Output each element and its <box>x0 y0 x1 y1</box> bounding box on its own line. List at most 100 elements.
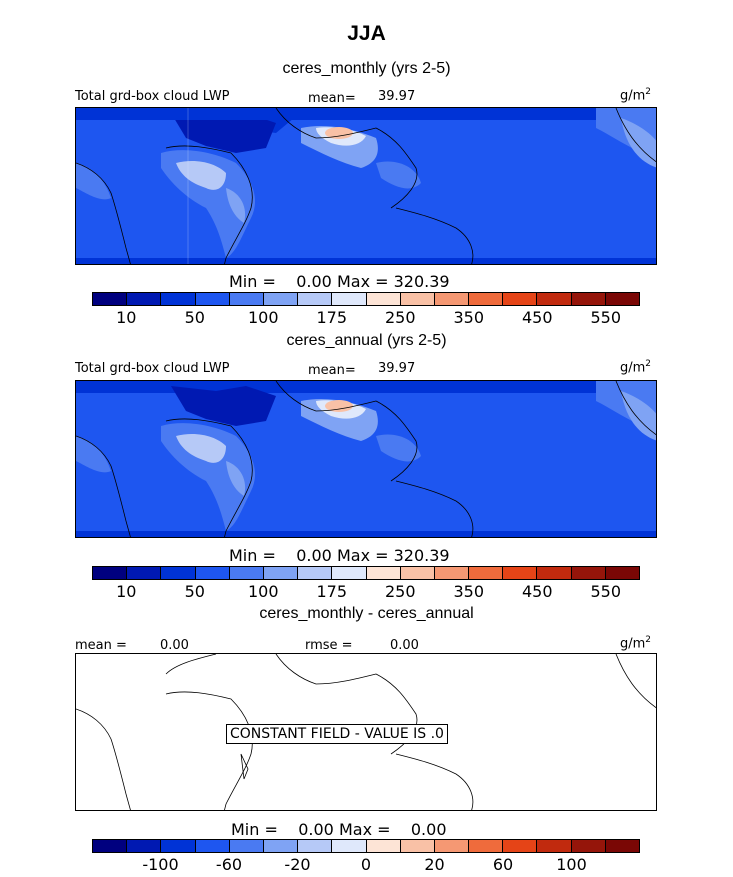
colorbar-swatch <box>298 293 333 305</box>
panel3-title: ceres_monthly - ceres_annual <box>259 605 474 622</box>
panel2-title: ceres_annual (yrs 2-5) <box>286 332 447 349</box>
colorbar-swatch <box>93 293 128 305</box>
panel2-map-svg <box>76 381 656 537</box>
panel1-minmax: Min = 0.00 Max = 320.39 <box>229 272 450 291</box>
panel2-colorbar <box>92 566 640 580</box>
colorbar-swatch <box>298 840 333 852</box>
colorbar-swatch <box>127 567 162 579</box>
colorbar-swatch <box>229 840 264 852</box>
colorbar-tick-label: 350 <box>453 582 485 601</box>
colorbar-swatch <box>400 293 435 305</box>
panel1-colorbar <box>92 292 640 306</box>
colorbar-swatch <box>469 567 504 579</box>
figure-title: JJA <box>347 22 386 45</box>
colorbar-swatch <box>537 840 572 852</box>
colorbar-swatch <box>366 840 401 852</box>
panel2-minmax: Min = 0.00 Max = 320.39 <box>229 546 450 565</box>
colorbar-swatch <box>503 567 538 579</box>
colorbar-swatch <box>195 567 230 579</box>
colorbar-tick-label: 350 <box>453 308 485 327</box>
panel1-units: g/m2 <box>620 87 652 104</box>
panel1-colorbar-ticks: 10 50 100 175 250 350 450 550 <box>92 308 640 327</box>
colorbar-swatch <box>332 840 367 852</box>
colorbar-swatch <box>366 293 401 305</box>
colorbar-swatch <box>161 567 196 579</box>
panel3-mean-label: mean = <box>75 638 127 653</box>
colorbar-tick-label: 50 <box>184 308 205 327</box>
panel1-title: ceres_monthly (yrs 2-5) <box>282 60 451 77</box>
colorbar-swatch <box>605 293 639 305</box>
colorbar-tick-label: 100 <box>247 582 279 601</box>
colorbar-tick-label: 550 <box>590 582 622 601</box>
colorbar-swatch <box>93 840 128 852</box>
colorbar-swatch <box>263 840 299 852</box>
colorbar-swatch <box>93 567 128 579</box>
colorbar-swatch <box>195 840 230 852</box>
colorbar-swatch <box>161 840 196 852</box>
panel2-mean-value: 39.97 <box>378 361 416 376</box>
colorbar-swatch <box>366 567 401 579</box>
colorbar-tick-label: 250 <box>384 582 416 601</box>
colorbar-tick-label: 250 <box>384 308 416 327</box>
colorbar-tick-label: 450 <box>521 308 553 327</box>
colorbar-tick-label: 0 <box>360 855 372 874</box>
colorbar-swatch <box>537 567 572 579</box>
colorbar-swatch <box>161 293 196 305</box>
colorbar-tick-label: 550 <box>590 308 622 327</box>
constant-field-label: CONSTANT FIELD - VALUE IS .0 <box>226 724 448 744</box>
colorbar-swatch <box>537 293 572 305</box>
colorbar-tick-label: 175 <box>316 308 348 327</box>
colorbar-swatch <box>434 840 470 852</box>
colorbar-tick-label: 450 <box>521 582 553 601</box>
colorbar-swatch <box>332 293 367 305</box>
colorbar-tick-label: -100 <box>142 855 179 874</box>
colorbar-swatch <box>503 840 538 852</box>
colorbar-tick-label: 60 <box>492 855 514 874</box>
colorbar-swatch <box>195 293 230 305</box>
colorbar-tick-label: -60 <box>215 855 243 874</box>
panel3-colorbar-ticks: -100 -60 -20 0 20 60 100 <box>92 855 640 874</box>
panel3-rmse-value: 0.00 <box>390 638 419 653</box>
colorbar-swatch <box>571 567 606 579</box>
colorbar-swatch <box>298 567 333 579</box>
colorbar-swatch <box>400 840 435 852</box>
panel3-units: g/m2 <box>620 635 652 652</box>
panel2-mean-label: mean= <box>308 363 356 378</box>
panel2-variable-label: Total grd-box cloud LWP <box>75 361 230 376</box>
colorbar-swatch <box>263 567 299 579</box>
colorbar-swatch <box>127 293 162 305</box>
colorbar-swatch <box>127 840 162 852</box>
panel1-mean-label: mean= <box>308 91 356 106</box>
colorbar-swatch <box>605 840 639 852</box>
colorbar-swatch <box>605 567 639 579</box>
panel1-variable-label: Total grd-box cloud LWP <box>75 89 230 104</box>
panel3-minmax: Min = 0.00 Max = 0.00 <box>231 820 447 839</box>
colorbar-swatch <box>400 567 435 579</box>
colorbar-tick-label: 20 <box>424 855 445 874</box>
colorbar-swatch <box>229 567 264 579</box>
colorbar-swatch <box>571 840 606 852</box>
panel2-colorbar-ticks: 10 50 100 175 250 350 450 550 <box>92 582 640 601</box>
colorbar-swatch <box>263 293 299 305</box>
colorbar-tick-label: 10 <box>116 582 137 601</box>
colorbar-swatch <box>434 293 470 305</box>
colorbar-tick-label: 175 <box>316 582 348 601</box>
colorbar-swatch <box>503 293 538 305</box>
colorbar-tick-label: 10 <box>116 308 137 327</box>
colorbar-tick-label: 100 <box>247 308 279 327</box>
colorbar-swatch <box>469 293 504 305</box>
colorbar-swatch <box>332 567 367 579</box>
panel1-map <box>75 107 657 265</box>
colorbar-tick-label: 50 <box>184 582 205 601</box>
colorbar-swatch <box>229 293 264 305</box>
colorbar-swatch <box>469 840 504 852</box>
panel2-map <box>75 380 657 538</box>
colorbar-tick-label: -20 <box>284 855 311 874</box>
panel2-units: g/m2 <box>620 359 652 376</box>
panel1-mean-value: 39.97 <box>378 89 416 104</box>
panel3-colorbar <box>92 839 640 853</box>
panel3-rmse-label: rmse = <box>305 638 353 653</box>
colorbar-swatch <box>434 567 470 579</box>
panel1-map-svg <box>76 108 656 264</box>
colorbar-tick-label: 100 <box>556 855 587 874</box>
